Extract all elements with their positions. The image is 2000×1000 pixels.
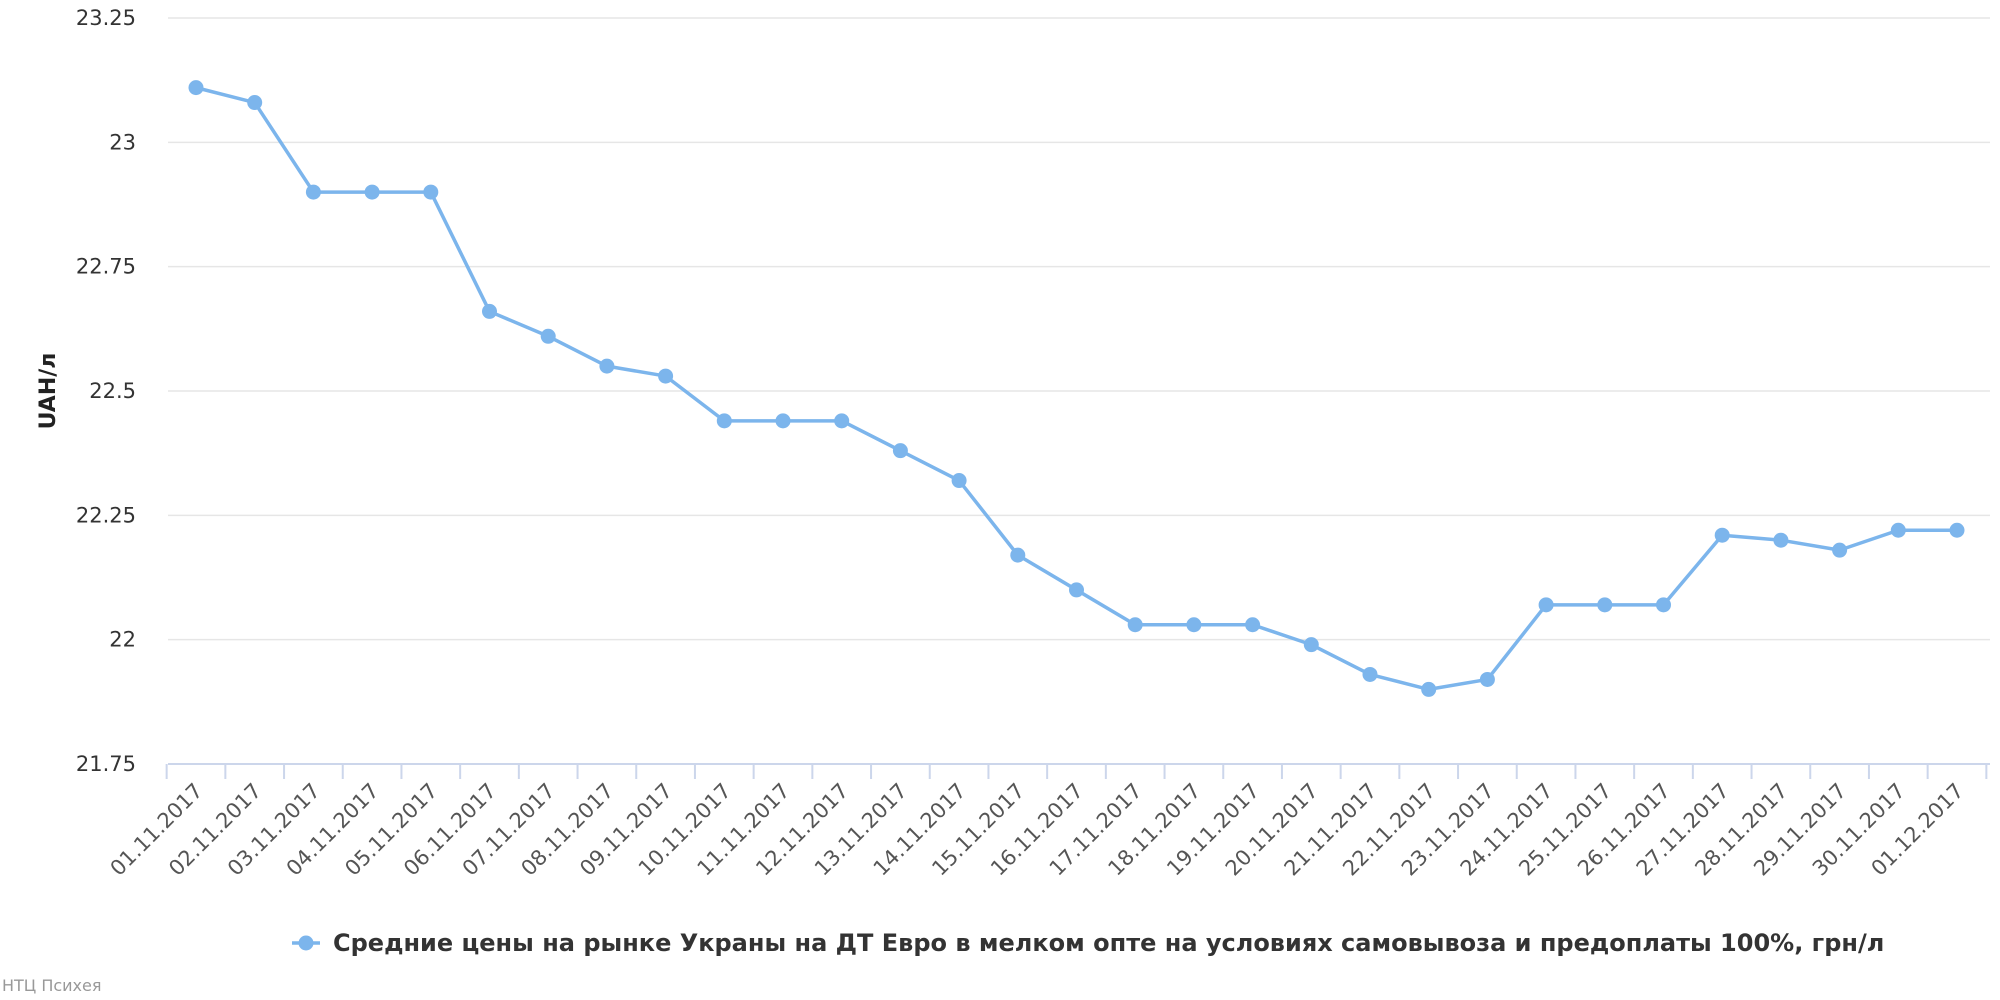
data-point[interactable] [1421, 681, 1437, 697]
data-point[interactable] [1303, 637, 1319, 653]
data-point[interactable] [305, 184, 321, 200]
data-point[interactable] [247, 95, 263, 111]
data-point[interactable] [1597, 597, 1613, 613]
data-point[interactable] [951, 473, 967, 489]
data-point[interactable] [1949, 522, 1965, 538]
legend[interactable]: Средние цены на рынке Украны на ДТ Евро … [292, 929, 1884, 957]
legend-series-name[interactable]: Средние цены на рынке Украны на ДТ Евро … [333, 929, 1884, 957]
data-point[interactable] [1714, 527, 1730, 543]
data-point[interactable] [1832, 542, 1848, 558]
data-point[interactable] [423, 184, 439, 200]
series-line[interactable] [195, 85, 1957, 692]
data-point[interactable] [1245, 617, 1261, 633]
data-point[interactable] [716, 413, 732, 429]
y-axis-ticks: 23.25 23 22.75 22.5 22.25 22 21.75 [76, 6, 136, 776]
data-point[interactable] [775, 413, 791, 429]
data-point[interactable] [188, 80, 204, 96]
data-point[interactable] [1656, 597, 1671, 613]
data-point[interactable] [1186, 617, 1202, 633]
y-tick-label: 22.75 [76, 255, 136, 279]
y-axis-label: UAH/л [36, 353, 61, 430]
data-point[interactable] [1479, 671, 1495, 687]
data-point[interactable] [1362, 666, 1378, 682]
y-tick-label: 23.25 [76, 6, 136, 30]
y-tick-label: 22.5 [89, 379, 136, 403]
x-axis-ticks: 01.11.201702.11.201703.11.201704.11.2017… [106, 779, 1969, 881]
credits-link[interactable]: НТЦ Психея [2, 976, 102, 995]
y-tick-label: 22.25 [76, 503, 136, 527]
data-point[interactable] [364, 184, 380, 200]
x-axis [165, 763, 1990, 779]
y-tick-label: 22 [109, 628, 136, 652]
grid-lines [168, 17, 1990, 641]
y-tick-label: 21.75 [76, 752, 136, 776]
y-tick-label: 23 [109, 130, 136, 154]
data-point[interactable] [1890, 522, 1906, 538]
data-series[interactable] [188, 80, 1965, 697]
data-point[interactable] [658, 368, 674, 384]
data-point[interactable] [1069, 582, 1084, 598]
data-point[interactable] [1538, 597, 1554, 613]
data-point[interactable] [1127, 617, 1143, 633]
data-point[interactable] [599, 358, 615, 374]
data-point[interactable] [1010, 547, 1026, 563]
data-point[interactable] [1773, 532, 1789, 548]
data-point[interactable] [482, 303, 497, 319]
legend-marker[interactable] [298, 935, 314, 951]
data-point[interactable] [834, 413, 850, 429]
data-point[interactable] [892, 443, 908, 459]
data-point[interactable] [540, 328, 556, 344]
